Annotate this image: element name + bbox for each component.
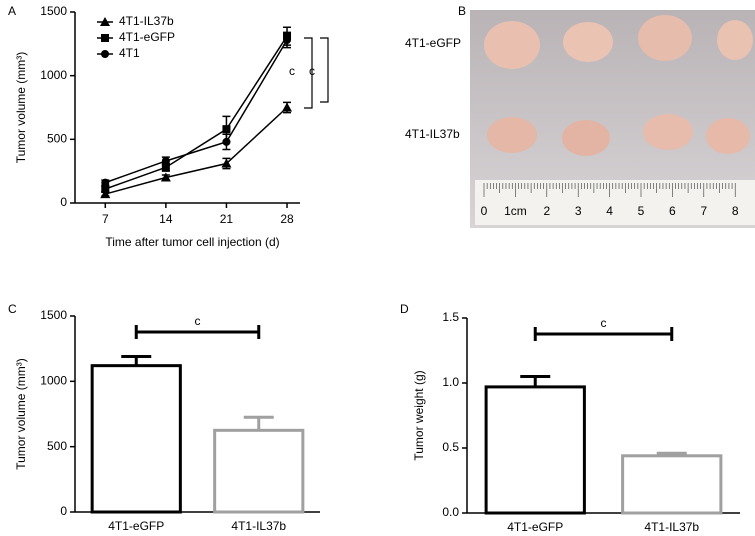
marker	[101, 178, 110, 187]
ruler-label: 4	[606, 204, 613, 218]
y-tick-label: 1000	[40, 68, 67, 82]
tumor	[643, 114, 693, 150]
ruler-label: 0	[481, 204, 488, 218]
y-tick-label: 0.5	[442, 440, 459, 454]
row-label: 4T1-IL37b	[405, 127, 460, 141]
y-axis-label: Tumor weight (g)	[412, 370, 426, 460]
tumor	[484, 21, 540, 69]
panel-label: A	[8, 4, 16, 18]
x-tick-label: 28	[280, 212, 294, 226]
x-tick-label: 4T1-eGFP	[507, 520, 563, 534]
annotation: c	[195, 314, 201, 328]
marker	[283, 36, 292, 45]
y-axis-label: Tumor volume (mm³)	[14, 52, 28, 164]
tumor	[638, 15, 692, 61]
tumor	[706, 118, 750, 154]
row-label: 4T1-eGFP	[405, 36, 461, 50]
error-bar	[121, 355, 152, 366]
y-tick-label: 500	[47, 132, 67, 146]
ruler-label: 2	[543, 204, 550, 218]
y-axis-label: Tumor volume (mm³)	[14, 358, 28, 470]
marker	[100, 17, 110, 26]
marker	[101, 34, 109, 42]
ruler-label: 3	[575, 204, 582, 218]
marker	[101, 184, 110, 193]
y-tick-label: 500	[47, 439, 67, 453]
bracket	[304, 37, 313, 109]
bar	[484, 385, 586, 515]
y-tick-label: 1.0	[442, 375, 459, 389]
marker	[282, 102, 293, 112]
photo	[470, 10, 755, 228]
annotation: c	[309, 64, 315, 78]
significance-bracket	[533, 327, 674, 341]
y-tick-label: 1500	[40, 308, 67, 322]
bar	[90, 364, 182, 514]
tumor	[562, 120, 610, 156]
error-bar	[520, 375, 551, 387]
tumor	[563, 22, 613, 62]
y-tick-label: 1.5	[442, 310, 459, 324]
x-tick-label: 21	[220, 212, 234, 226]
legend-label: 4T1	[119, 46, 140, 60]
x-tick-label: 4T1-IL37b	[644, 520, 699, 534]
y-tick-label: 0	[60, 504, 67, 518]
tumor	[717, 20, 753, 60]
panel-label: D	[400, 302, 409, 316]
bar	[213, 428, 305, 514]
ruler-label: 6	[669, 204, 676, 218]
marker	[161, 156, 170, 165]
series-line	[105, 106, 288, 195]
legend-label: 4T1-IL37b	[119, 14, 174, 28]
annotation: c	[289, 64, 295, 78]
bar	[621, 454, 723, 515]
marker	[101, 50, 109, 58]
marker	[222, 137, 231, 146]
legend-label: 4T1-eGFP	[119, 30, 175, 44]
ruler-label: 7	[700, 204, 707, 218]
bracket	[320, 37, 329, 103]
y-tick-label: 0	[60, 195, 67, 209]
panel-label: C	[8, 302, 17, 316]
x-tick-label: 4T1-IL37b	[231, 519, 286, 533]
x-axis-label: Time after tumor cell injection (d)	[105, 235, 279, 249]
marker	[221, 158, 232, 168]
panel-label: B	[458, 4, 466, 18]
marker	[161, 163, 170, 172]
ruler-label: 1cm	[504, 204, 527, 218]
error-bar	[656, 451, 687, 456]
y-tick-label: 1500	[40, 4, 67, 18]
series-line	[105, 35, 288, 190]
y-tick-label: 0.0	[442, 505, 459, 519]
tumor	[487, 117, 537, 153]
ruler-label: 5	[638, 204, 645, 218]
ruler-label: 8	[732, 204, 739, 218]
y-tick-label: 1000	[40, 374, 67, 388]
marker	[160, 172, 171, 182]
x-tick-label: 4T1-eGFP	[108, 519, 164, 533]
x-tick-label: 14	[159, 212, 173, 226]
marker	[100, 189, 111, 199]
series-line	[105, 39, 288, 184]
marker	[222, 125, 231, 134]
significance-bracket	[134, 325, 261, 339]
annotation: c	[601, 316, 607, 330]
error-bar	[243, 415, 274, 431]
x-tick-label: 7	[102, 212, 109, 226]
